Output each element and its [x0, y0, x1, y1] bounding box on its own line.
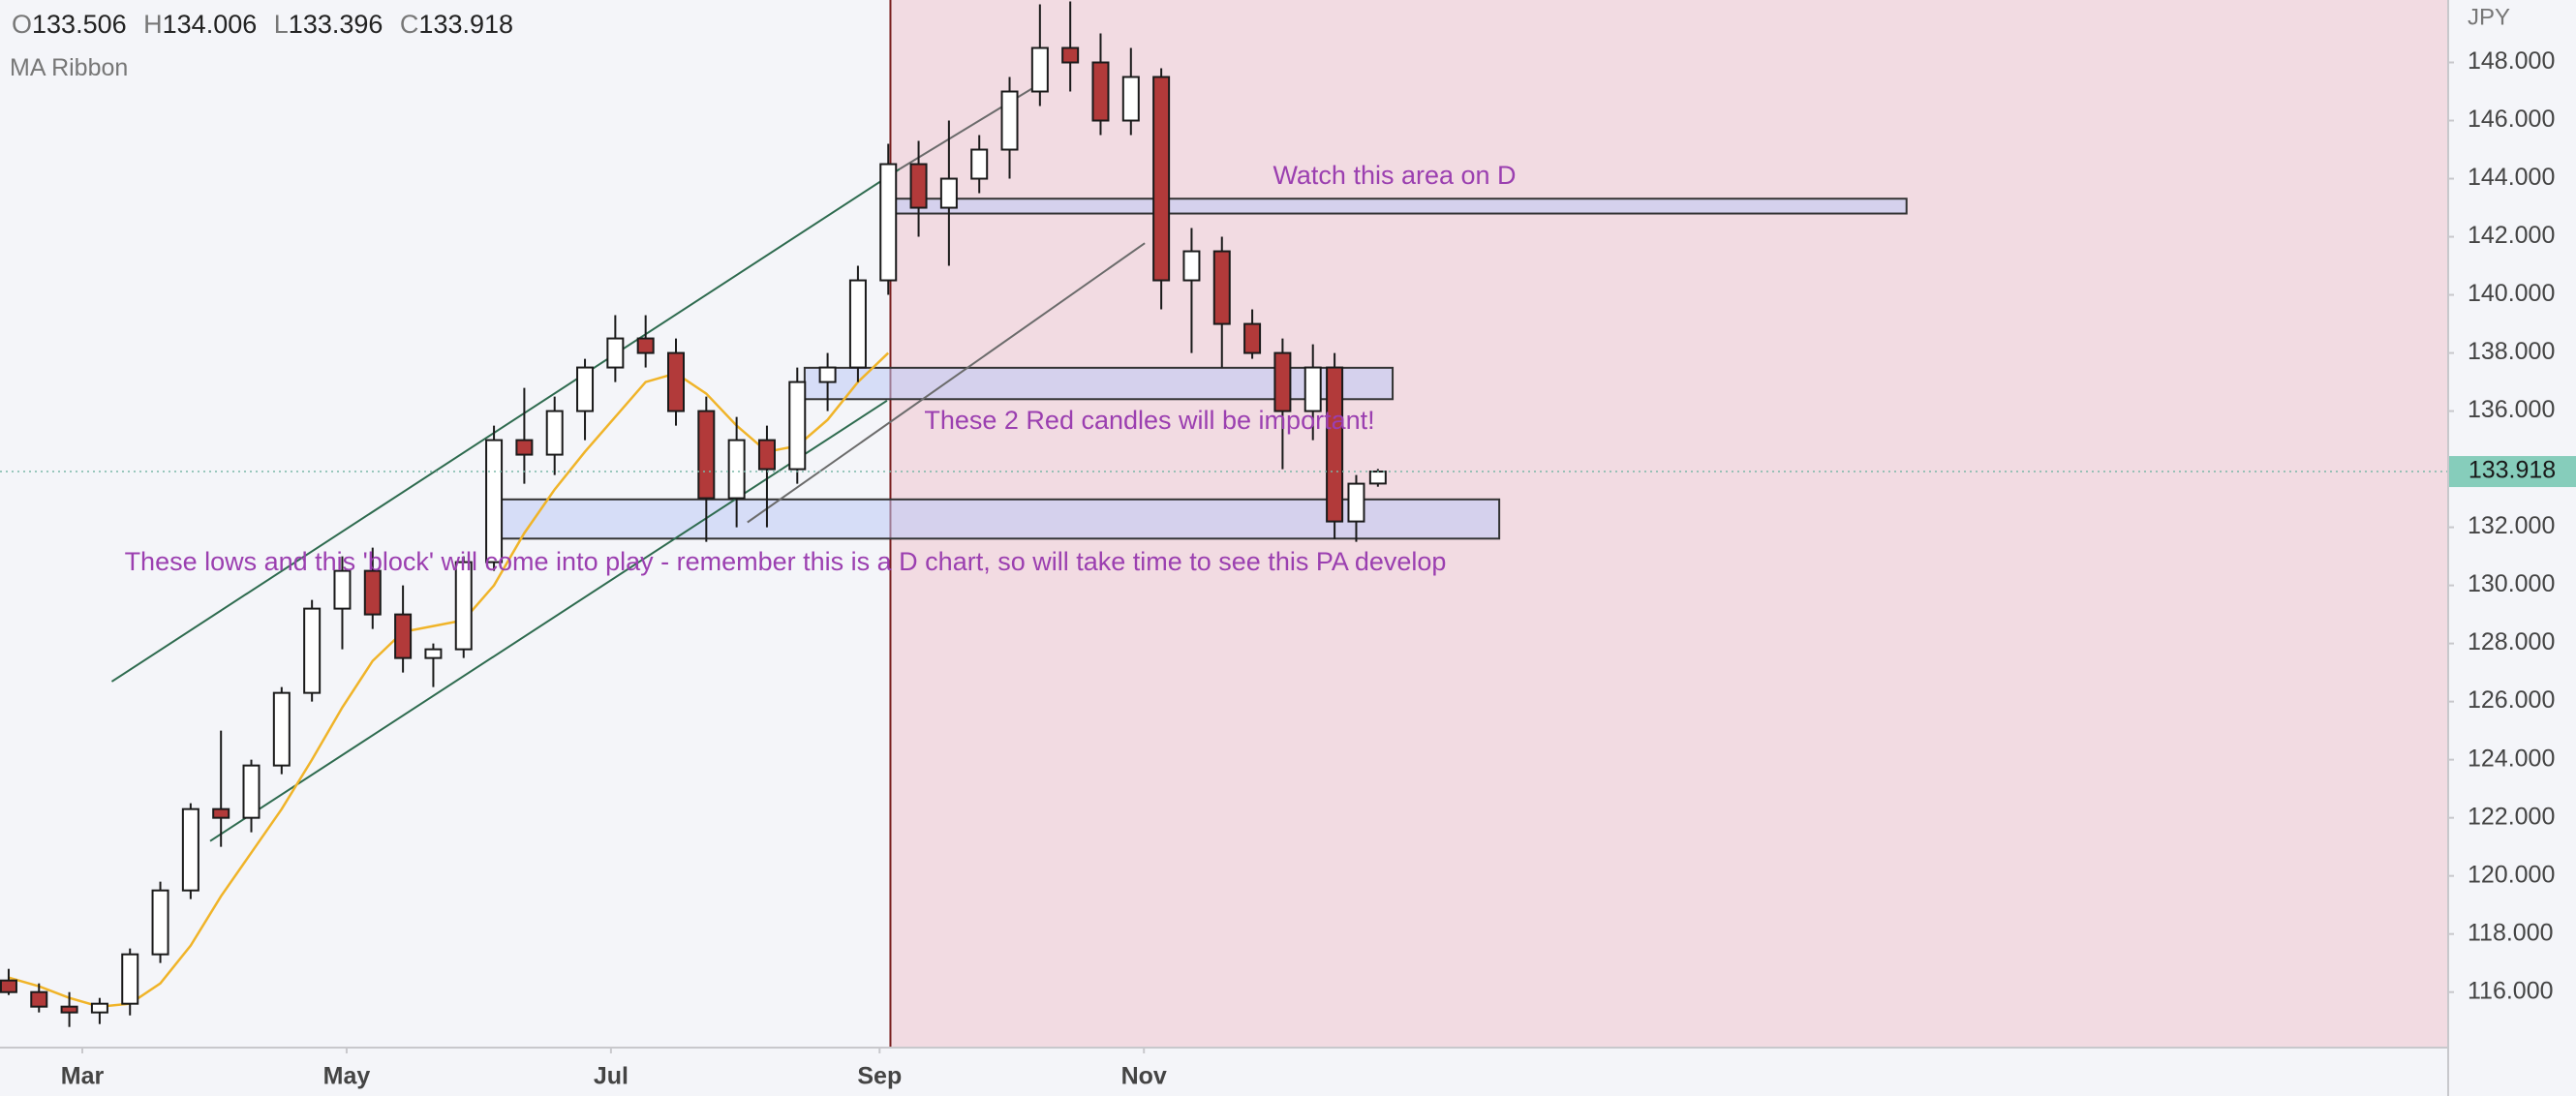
- candle-body: [424, 648, 443, 659]
- candle-body: [788, 381, 807, 471]
- y-tick-label: 144.000: [2468, 164, 2555, 191]
- candle-body: [1182, 250, 1201, 282]
- ohlc-key: H: [143, 10, 163, 39]
- y-tick-label: 148.000: [2468, 47, 2555, 75]
- candle-body: [121, 953, 139, 1005]
- candle-body: [1152, 76, 1171, 282]
- candle-body: [212, 807, 230, 819]
- candle-body: [1000, 90, 1019, 151]
- x-tick-label: Jul: [594, 1063, 629, 1090]
- y-tick-label: 128.000: [2468, 628, 2555, 655]
- candle-body: [970, 148, 989, 180]
- candle-body: [1243, 322, 1262, 354]
- x-tick-label: Mar: [61, 1063, 105, 1090]
- ohlc-key: L: [273, 10, 289, 39]
- candle-body: [879, 163, 898, 282]
- candle-body: [1061, 46, 1080, 64]
- x-tick-label: Nov: [1121, 1063, 1167, 1090]
- trend-line: [747, 242, 1146, 524]
- candle-body: [303, 607, 322, 694]
- ohlc-key: O: [12, 10, 33, 39]
- y-tick-label: 122.000: [2468, 803, 2555, 830]
- annotation: These 2 Red candles will be important!: [924, 406, 1374, 435]
- candle-body: [1030, 46, 1049, 93]
- zone-box: [803, 366, 1395, 401]
- ohlc-value: 133.396: [288, 10, 383, 39]
- y-tick-label: 130.000: [2468, 570, 2555, 597]
- trend-line: [110, 167, 901, 683]
- x-tick-label: Sep: [857, 1063, 902, 1090]
- ohlc-value: 133.506: [32, 10, 127, 39]
- candle-body: [454, 561, 473, 651]
- candle-body: [636, 337, 655, 354]
- candle-body: [1212, 250, 1231, 325]
- candle-body: [757, 439, 776, 471]
- y-tick-label: 118.000: [2468, 919, 2554, 946]
- ohlc-key: C: [399, 10, 419, 39]
- candle-body: [485, 439, 504, 563]
- candle-body: [1273, 351, 1292, 412]
- ohlc-header: O133.506 H134.006 L133.396 C133.918: [12, 10, 513, 40]
- price-tag-label: 133.918: [2469, 457, 2556, 484]
- candle-body: [242, 764, 261, 819]
- y-tick-label: 126.000: [2468, 686, 2555, 714]
- candle-body: [90, 1002, 108, 1014]
- y-tick-label: 120.000: [2468, 861, 2555, 888]
- ohlc-value: 134.006: [162, 10, 258, 39]
- indicator-label[interactable]: MA Ribbon: [10, 54, 129, 81]
- candle-body: [727, 439, 746, 500]
- price-axis-bg: [2448, 0, 2576, 1096]
- time-axis-bg: [0, 1048, 2448, 1096]
- candle-body: [272, 691, 291, 767]
- price-tag: [2449, 456, 2576, 488]
- candle-body: [1326, 366, 1344, 523]
- annotation: Watch this area on D: [1273, 161, 1516, 190]
- candle-body: [1368, 471, 1387, 485]
- candle-body: [181, 807, 199, 892]
- candle-body: [848, 279, 867, 369]
- candle-body: [666, 351, 685, 412]
- trend-line: [209, 399, 888, 842]
- y-tick-label: 136.000: [2468, 396, 2555, 423]
- y-tick-label: 138.000: [2468, 338, 2555, 365]
- candle-body: [1347, 482, 1365, 523]
- candle-body: [606, 337, 625, 369]
- candle-body: [1303, 366, 1322, 412]
- candle-body: [1121, 76, 1140, 122]
- annotation: These lows and this 'block' will come in…: [125, 547, 1447, 576]
- candle-body: [151, 889, 169, 956]
- candle-body: [60, 1005, 78, 1014]
- ma-line: [8, 351, 890, 1008]
- currency-label: JPY: [2468, 4, 2510, 30]
- y-tick-label: 140.000: [2468, 280, 2555, 307]
- candle-body: [333, 569, 352, 610]
- zone-box: [882, 198, 1908, 215]
- candle-body: [697, 410, 716, 500]
- ohlc-value: 133.918: [418, 10, 514, 39]
- candle-body: [545, 410, 564, 456]
- candle-body: [818, 366, 837, 383]
- y-tick-label: 146.000: [2468, 106, 2555, 133]
- candle-body: [0, 979, 17, 993]
- candle-body: [576, 366, 595, 412]
- y-tick-label: 142.000: [2468, 222, 2555, 249]
- y-tick-label: 116.000: [2468, 977, 2554, 1004]
- candle-body: [909, 163, 928, 209]
- y-tick-label: 132.000: [2468, 512, 2555, 539]
- candle-body: [363, 569, 382, 616]
- candle-body: [939, 177, 958, 209]
- trend-line: [899, 77, 1049, 170]
- candle-body: [30, 990, 48, 1008]
- candle-body: [394, 613, 413, 659]
- candle-body: [1091, 61, 1110, 122]
- x-tick-label: May: [323, 1063, 371, 1090]
- candle-body: [515, 439, 534, 456]
- y-tick-label: 124.000: [2468, 745, 2555, 772]
